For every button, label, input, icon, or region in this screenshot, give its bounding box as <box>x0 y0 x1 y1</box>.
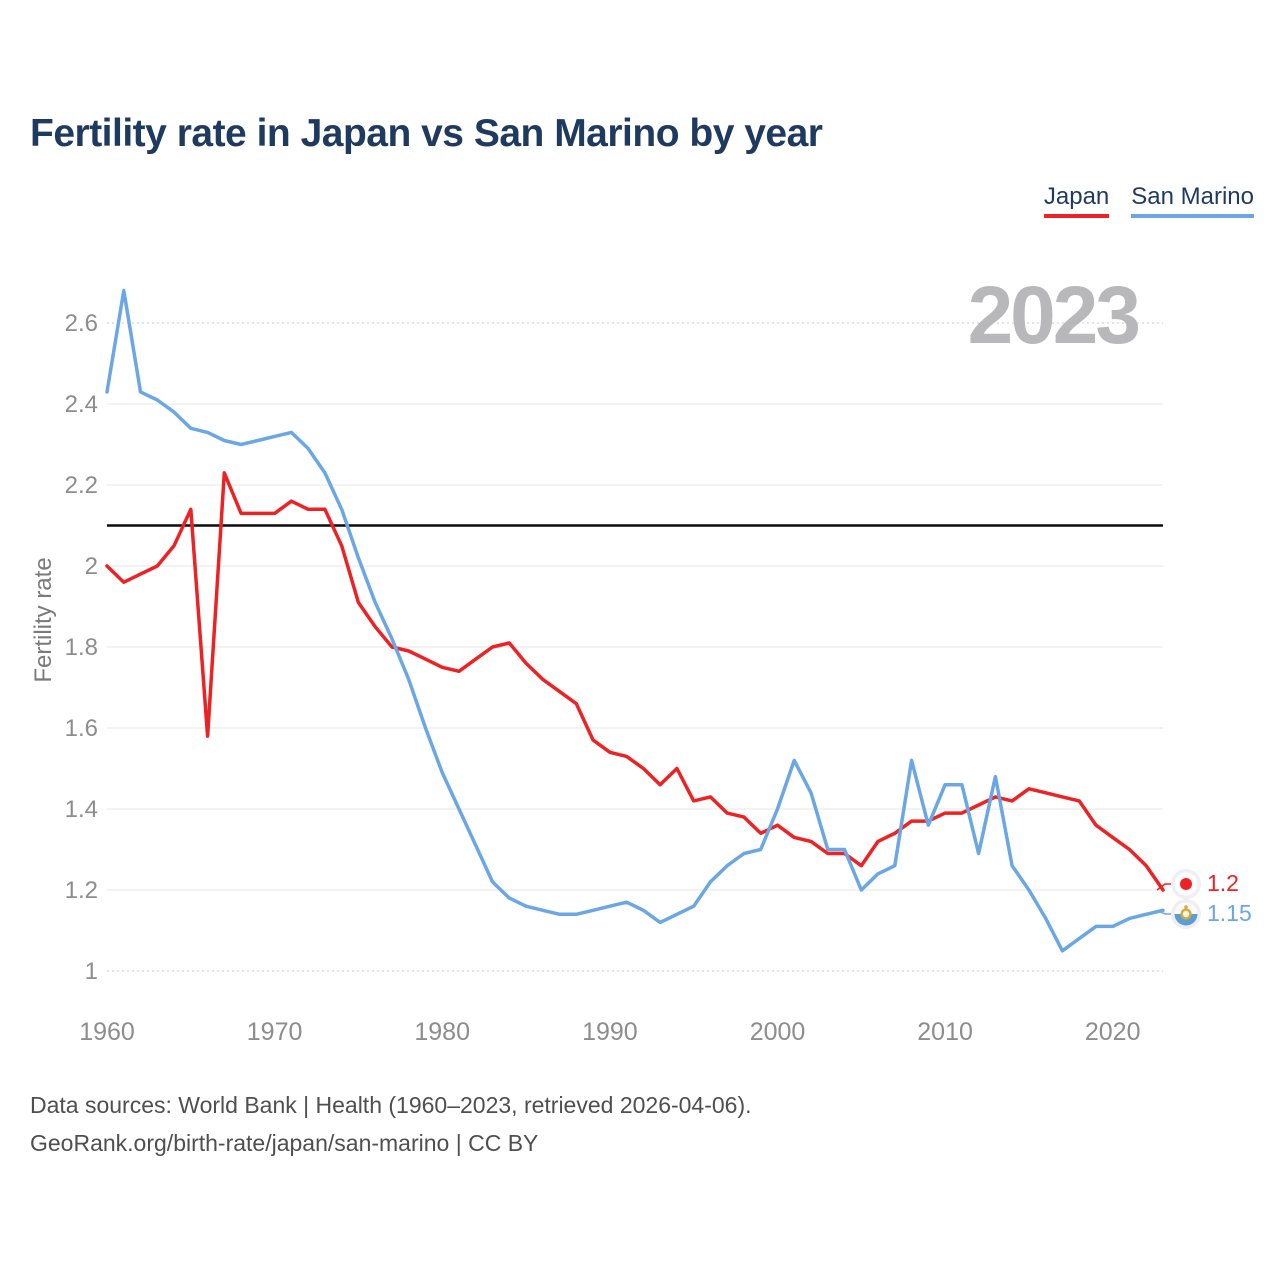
x-tick-label: 1970 <box>247 1018 303 1046</box>
san-marino-line <box>105 288 1165 953</box>
y-axis-ticks: 1 1.2 1.4 1.6 1.8 2 2.2 2.4 2.6 <box>65 310 98 985</box>
y-tick-label: 2 <box>85 553 98 580</box>
japan-line <box>105 471 1165 892</box>
footer-attribution: GeoRank.org/birth-rate/japan/san-marino … <box>30 1130 539 1156</box>
legend-item-japan[interactable]: Japan <box>1043 183 1110 219</box>
y-tick-label: 1.8 <box>65 634 98 661</box>
year-watermark: 2023 <box>967 270 1141 361</box>
san-marino-end-label: 1.15 <box>1207 900 1252 926</box>
x-axis-ticks: 1960 1970 1980 1990 2000 2010 2020 <box>79 1018 1140 1046</box>
legend-label-san-marino: San Marino <box>1131 183 1254 210</box>
san-marino-flag-icon <box>1171 899 1201 929</box>
x-tick-label: 1990 <box>582 1018 638 1046</box>
y-tick-label: 1.6 <box>65 715 98 742</box>
page-title: Fertility rate in Japan vs San Marino by… <box>30 112 823 155</box>
legend-item-san-marino[interactable]: San Marino <box>1131 183 1254 219</box>
y-tick-label: 1.4 <box>65 796 98 823</box>
gridlines <box>107 322 1163 972</box>
y-tick-label: 1.2 <box>65 877 98 904</box>
x-tick-label: 2020 <box>1085 1018 1141 1046</box>
x-tick-label: 1960 <box>79 1018 135 1046</box>
y-tick-label: 2.6 <box>65 310 98 337</box>
footer-data-sources: Data sources: World Bank | Health (1960–… <box>30 1092 752 1118</box>
x-tick-label: 2000 <box>750 1018 806 1046</box>
y-tick-label: 2.4 <box>65 391 98 418</box>
japan-end-label: 1.2 <box>1207 870 1239 896</box>
x-tick-label: 1980 <box>414 1018 470 1046</box>
san-marino-connector <box>1156 909 1171 915</box>
legend: Japan San Marino <box>1043 183 1254 219</box>
y-tick-label: 1 <box>85 958 98 985</box>
footer: Data sources: World Bank | Health (1960–… <box>30 1086 752 1162</box>
japan-flag-icon <box>1171 869 1201 899</box>
y-tick-label: 2.2 <box>65 472 98 499</box>
y-axis-title: Fertility rate <box>30 557 57 683</box>
japan-connector <box>1156 883 1171 891</box>
x-tick-label: 2010 <box>917 1018 973 1046</box>
legend-label-japan: Japan <box>1043 183 1110 210</box>
